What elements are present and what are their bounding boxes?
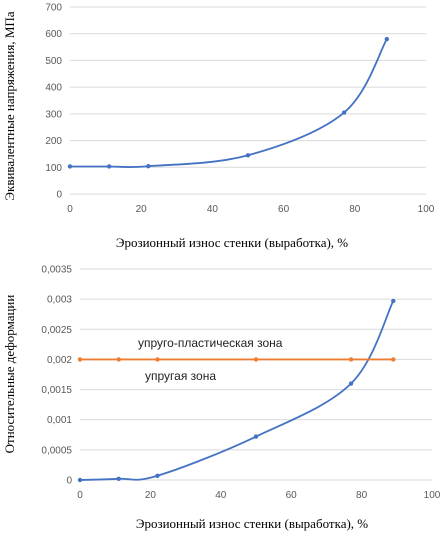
series-line (69, 38, 388, 169)
data-point (116, 476, 121, 481)
x-tick-label: 20 (145, 490, 157, 501)
y-tick-label: 300 (45, 109, 62, 120)
data-point (253, 434, 259, 439)
data-point (155, 473, 160, 478)
series-line (79, 300, 395, 481)
x-tick-label: 40 (215, 490, 227, 501)
y-tick-label: 600 (45, 29, 62, 40)
elastic-plastic-zone-label: упруго-пластическая зона (138, 336, 283, 350)
data-point (348, 381, 354, 386)
elastic-zone-label: упругая зона (145, 369, 216, 383)
data-point (391, 298, 396, 304)
y-tick-label: 0 (66, 476, 72, 487)
y-tick-label: 500 (45, 56, 62, 67)
y-tick-label: 0,001 (47, 415, 72, 426)
y-tick-label: 0,0025 (41, 325, 72, 336)
data-point (348, 357, 354, 362)
x-tick-label: 0 (77, 490, 83, 501)
y-tick-label: 100 (45, 163, 62, 174)
data-point (391, 357, 396, 362)
data-point (384, 36, 390, 42)
data-point (116, 357, 121, 362)
x-tick-label: 60 (286, 490, 298, 501)
x-tick-label: 60 (278, 204, 290, 215)
x-tick-label: 80 (349, 204, 361, 215)
x-tick-label: 20 (136, 204, 148, 215)
stress-chart: 0 100 200 300 400 500 600 700 0 20 40 60 80 100 (45, 3, 434, 216)
data-point (106, 164, 112, 169)
data-point (341, 110, 347, 115)
x-axis-title: Эрозионный износ стенки (выработка), % (136, 516, 368, 531)
data-point (67, 164, 73, 169)
data-point (155, 357, 160, 362)
y-tick-label: 0,0035 (41, 265, 72, 276)
y-axis-title: Эквивалентные напряжения, МПа (2, 11, 17, 200)
x-tick-label: 80 (356, 490, 368, 501)
strain-chart: 0 0,0005 0,001 0,0015 0,002 0,0025 0,003 0,0035… (41, 265, 440, 502)
x-tick-label: 0 (67, 204, 73, 215)
data-point (77, 477, 83, 483)
y-tick-label: 0,0015 (41, 385, 72, 396)
x-tick-label: 100 (418, 204, 435, 215)
y-axis-title: Относительные деформации (2, 295, 17, 454)
data-point (146, 164, 151, 169)
data-point (253, 357, 259, 362)
data-point (245, 153, 251, 158)
y-tick-label: 0,003 (47, 295, 72, 306)
data-point (77, 357, 83, 362)
y-tick-label: 0,0005 (41, 445, 72, 456)
x-tick-label: 40 (207, 204, 219, 215)
y-tick-label: 400 (45, 83, 62, 94)
y-tick-label: 700 (45, 3, 62, 14)
y-tick-label: 0,002 (47, 355, 72, 366)
y-tick-label: 0 (56, 190, 62, 201)
y-tick-label: 200 (45, 136, 62, 147)
x-axis-title: Эрозионный износ стенки (выработка), % (116, 235, 348, 250)
x-tick-label: 100 (424, 490, 441, 501)
